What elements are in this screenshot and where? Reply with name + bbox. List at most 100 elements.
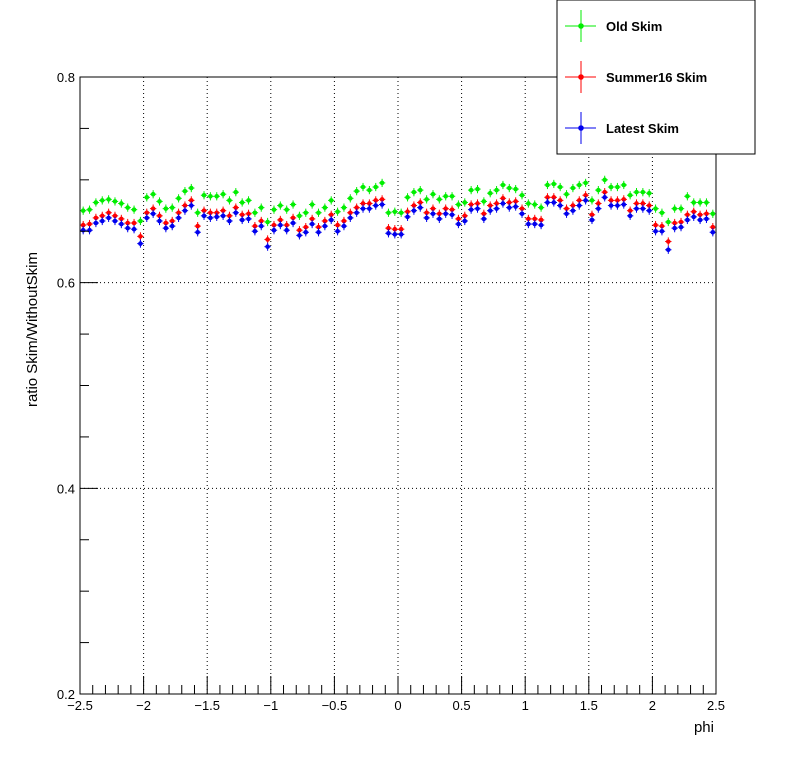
data-point-latest-skim — [181, 206, 189, 215]
data-point-latest-skim — [156, 216, 163, 226]
data-point-latest-skim — [487, 206, 494, 215]
data-point-old-skim — [499, 180, 507, 190]
data-point-summer16-skim — [264, 235, 271, 244]
data-point-old-skim — [302, 208, 309, 217]
data-point-old-skim — [569, 183, 577, 193]
y-tick-label: 0.2 — [57, 687, 75, 702]
data-point-old-skim — [366, 186, 373, 195]
data-point-latest-skim — [245, 214, 252, 224]
data-point-summer16-skim — [569, 201, 577, 210]
data-point-latest-skim — [118, 219, 125, 229]
data-point-latest-skim — [137, 239, 144, 248]
data-point-latest-skim — [423, 213, 430, 222]
data-point-latest-skim — [308, 219, 316, 229]
data-point-old-skim — [118, 199, 125, 208]
data-point-latest-skim — [531, 219, 538, 229]
data-point-latest-skim — [626, 211, 634, 220]
data-point-latest-skim — [347, 213, 354, 222]
data-point-latest-skim — [130, 225, 138, 234]
data-point-summer16-skim — [296, 226, 303, 235]
data-point-old-skim — [378, 178, 386, 188]
data-point-latest-skim — [709, 228, 716, 237]
data-point-old-skim — [359, 182, 367, 192]
data-point-latest-skim — [169, 221, 176, 231]
data-points — [80, 175, 716, 254]
data-point-latest-skim — [614, 201, 621, 210]
data-point-old-skim — [531, 200, 538, 209]
data-point-latest-skim — [696, 215, 704, 225]
data-point-summer16-skim — [156, 211, 163, 220]
data-point-old-skim — [550, 179, 557, 189]
data-point-old-skim — [143, 193, 150, 202]
data-point-latest-skim — [557, 201, 564, 210]
data-point-summer16-skim — [137, 232, 144, 241]
data-point-old-skim — [353, 187, 360, 196]
data-point-old-skim — [652, 204, 659, 213]
data-point-old-skim — [80, 206, 87, 215]
data-point-old-skim — [137, 216, 144, 226]
data-point-latest-skim — [270, 226, 278, 235]
data-point-latest-skim — [328, 215, 335, 225]
data-point-old-skim — [308, 200, 316, 209]
data-point-latest-skim — [398, 230, 405, 239]
data-point-latest-skim — [410, 206, 418, 215]
data-point-summer16-skim — [124, 218, 131, 228]
data-point-latest-skim — [690, 212, 697, 221]
data-point-summer16-skim — [92, 213, 100, 222]
data-point-latest-skim — [658, 227, 666, 236]
data-point-latest-skim — [493, 204, 500, 213]
y-tick-label: 0.4 — [57, 481, 75, 496]
data-point-old-skim — [633, 188, 640, 197]
data-point-old-skim — [684, 192, 691, 201]
data-point-old-skim — [169, 203, 176, 212]
data-point-latest-skim — [86, 226, 93, 235]
data-point-old-skim — [270, 205, 278, 214]
data-point-latest-skim — [99, 216, 106, 226]
data-point-latest-skim — [506, 203, 513, 212]
data-point-old-skim — [417, 186, 424, 195]
data-point-latest-skim — [239, 215, 246, 225]
data-point-old-skim — [493, 186, 500, 195]
data-point-latest-skim — [213, 212, 220, 221]
data-point-summer16-skim — [436, 209, 443, 218]
data-point-latest-skim — [188, 201, 195, 210]
data-point-summer16-skim — [334, 220, 341, 230]
data-point-latest-skim — [289, 218, 297, 228]
data-point-latest-skim — [588, 215, 596, 225]
data-point-latest-skim — [646, 206, 653, 215]
data-point-summer16-skim — [200, 206, 208, 215]
data-point-old-skim — [86, 205, 93, 214]
legend-entry-old-skim: Old Skim — [565, 10, 662, 42]
data-point-latest-skim — [639, 204, 647, 213]
data-point-summer16-skim — [665, 237, 672, 246]
data-point-latest-skim — [582, 196, 589, 205]
data-point-old-skim — [646, 189, 653, 198]
data-point-old-skim — [525, 199, 532, 208]
data-point-old-skim — [442, 192, 449, 201]
data-point-old-skim — [149, 190, 157, 199]
data-point-old-skim — [398, 208, 405, 217]
data-point-latest-skim — [569, 206, 577, 215]
data-point-latest-skim — [442, 209, 449, 218]
data-point-latest-skim — [544, 198, 551, 207]
data-point-latest-skim — [620, 200, 627, 209]
data-point-latest-skim — [665, 245, 672, 254]
data-point-latest-skim — [550, 198, 557, 207]
legend-label-summer16-skim: Summer16 Skim — [606, 70, 707, 85]
data-point-latest-skim — [92, 218, 100, 228]
data-point-summer16-skim — [442, 204, 449, 213]
data-point-latest-skim — [277, 220, 284, 230]
data-point-old-skim — [588, 196, 596, 205]
data-point-old-skim — [258, 203, 265, 212]
data-point-old-skim — [194, 208, 201, 217]
data-point-old-skim — [239, 198, 246, 207]
data-point-latest-skim — [576, 201, 583, 210]
data-point-latest-skim — [340, 221, 348, 231]
data-point-old-skim — [423, 195, 430, 204]
data-point-old-skim — [601, 175, 608, 184]
data-point-summer16-skim — [499, 194, 507, 203]
data-point-latest-skim — [512, 202, 519, 211]
data-point-old-skim — [391, 207, 398, 216]
data-point-old-skim — [626, 191, 634, 200]
